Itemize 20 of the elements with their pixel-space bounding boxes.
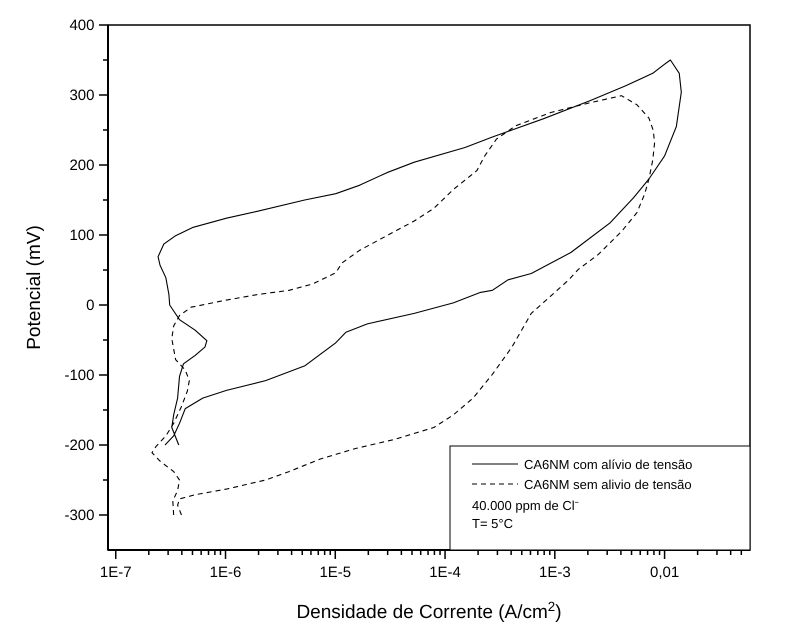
y-tick-label: 200 <box>69 156 94 174</box>
y-axis-title: Potencial (mV) <box>24 225 45 350</box>
x-tick-label: 1E-5 <box>319 564 352 581</box>
x-tick-label: 1E-4 <box>429 564 461 581</box>
x-tick-label: 1E-6 <box>210 564 242 581</box>
x-tick-label: 1E-3 <box>538 564 571 581</box>
y-tick-label: -200 <box>64 436 94 454</box>
y-tick-label: 100 <box>69 226 94 244</box>
x-tick-label: 0,01 <box>650 564 680 581</box>
legend-label: CA6NM com alívio de tensão <box>524 457 692 472</box>
annotation: 40.000 ppm de Cl⁻ <box>472 498 579 513</box>
x-tick-label: 1E-7 <box>100 564 132 581</box>
y-tick-label: -100 <box>64 366 94 384</box>
y-tick-label: -300 <box>64 506 94 524</box>
y-tick-label: 0 <box>86 296 94 314</box>
x-axis-title: Densidade de Corrente (A/cm$^{2}$) <box>296 598 562 623</box>
y-tick-label: 400 <box>69 16 94 34</box>
y-tick-label: 300 <box>69 86 94 104</box>
annotation: T= 5°C <box>472 516 513 531</box>
legend-label: CA6NM sem alivio de tensão <box>524 477 692 492</box>
